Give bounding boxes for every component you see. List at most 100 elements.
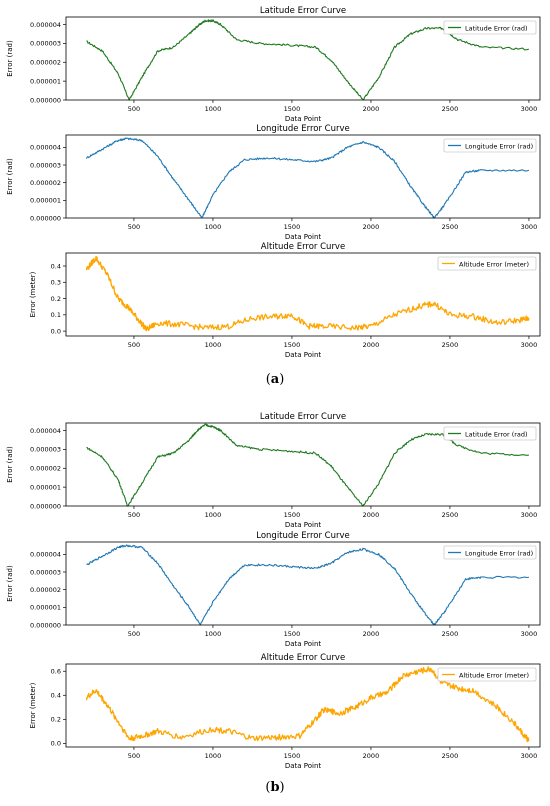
legend-box — [437, 667, 537, 682]
y-tick-label: 0.000002 — [30, 465, 61, 473]
x-tick-label: 1000 — [205, 752, 222, 760]
y-tick-label: 0.000003 — [30, 568, 61, 576]
chart-b-1: Latitude Error Curve Latitude Error (rad)… — [6, 412, 541, 529]
y-tick-label: 0.000004 — [30, 427, 61, 435]
y-tick-label: 0.000000 — [30, 96, 61, 104]
series-line — [85, 137, 530, 219]
x-tick-label: 2500 — [442, 223, 459, 231]
x-tick-label: 3000 — [521, 105, 538, 113]
x-tick-label: 2500 — [442, 341, 459, 349]
y-tick-label: 0.2 — [51, 295, 61, 303]
x-axis-label: Data Point — [285, 640, 322, 648]
x-axis-label: Data Point — [285, 351, 322, 359]
legend: Altitude Error (meter) — [437, 667, 537, 682]
legend-box — [443, 20, 537, 35]
y-tick-label: 0.000004 — [30, 144, 61, 152]
y-tick-label: 0.3 — [51, 279, 61, 287]
series-line — [85, 255, 530, 332]
x-tick-label: 2000 — [363, 511, 380, 519]
x-tick-label: 500 — [128, 752, 140, 760]
x-tick-label: 3000 — [521, 752, 538, 760]
y-axis-label: Error (rad) — [6, 40, 14, 77]
plot-frame — [65, 134, 541, 219]
x-tick-label: 2000 — [363, 752, 380, 760]
legend: Latitude Error (rad) — [443, 20, 537, 35]
plot-frame — [65, 252, 541, 337]
legend-label: Altitude Error (meter) — [459, 261, 529, 269]
caption-b-letter: b — [270, 780, 280, 795]
x-tick-label: 500 — [128, 511, 140, 519]
series-line — [86, 544, 529, 626]
legend-box — [443, 138, 537, 153]
chart-title: Latitude Error Curve — [260, 6, 346, 16]
chart-title: Longitude Error Curve — [256, 124, 349, 134]
x-tick-label: 2500 — [442, 630, 459, 638]
x-tick-label: 1500 — [284, 223, 301, 231]
chart-title: Altitude Error Curve — [261, 653, 345, 663]
chart-b-3: Altitude Error Curve Altitude Error (mete… — [29, 653, 541, 770]
x-tick-label: 500 — [128, 630, 140, 638]
x-tick-label: 3000 — [521, 630, 538, 638]
x-tick-label: 2000 — [363, 105, 380, 113]
plot-frame — [65, 16, 541, 101]
y-axis-label: Error (rad) — [6, 565, 14, 602]
x-tick-label: 2500 — [442, 105, 459, 113]
caption-a: (a) — [265, 372, 285, 387]
caption-a-letter: a — [270, 372, 280, 387]
legend-label: Longitude Error (rad) — [465, 550, 533, 558]
x-axis-label: Data Point — [285, 115, 322, 123]
x-tick-label: 1500 — [284, 341, 301, 349]
y-tick-label: 0.000001 — [30, 77, 61, 85]
y-tick-label: 0.000004 — [30, 21, 61, 29]
x-axis-label: Data Point — [285, 521, 322, 529]
y-axis-label: Error (meter) — [29, 271, 37, 317]
x-tick-label: 1500 — [284, 630, 301, 638]
x-tick-label: 2000 — [363, 630, 380, 638]
y-tick-label: 0.000000 — [30, 621, 61, 629]
x-tick-label: 2500 — [442, 511, 459, 519]
y-tick-label: 0.000000 — [30, 502, 61, 510]
x-tick-label: 500 — [128, 223, 140, 231]
x-tick-label: 1000 — [205, 223, 222, 231]
y-tick-label: 0.0 — [51, 740, 61, 748]
series-line — [85, 666, 530, 743]
y-tick-label: 0.0 — [51, 327, 61, 335]
x-axis-label: Data Point — [285, 233, 322, 241]
y-tick-label: 0.4 — [51, 262, 61, 270]
y-tick-label: 0.000000 — [30, 214, 61, 222]
x-tick-label: 3000 — [521, 341, 538, 349]
chart-a-2: Longitude Error Curve Longitude Error (ra… — [6, 124, 541, 241]
legend: Latitude Error (rad) — [443, 426, 537, 441]
chart-b-2: Longitude Error Curve Longitude Error (ra… — [6, 531, 541, 648]
y-tick-label: 0.000001 — [30, 483, 61, 491]
plot-frame — [65, 663, 541, 748]
legend-label: Longitude Error (rad) — [465, 143, 533, 151]
legend-label: Altitude Error (meter) — [459, 672, 529, 680]
legend: Altitude Error (meter) — [437, 256, 537, 271]
y-tick-label: 0.6 — [51, 668, 61, 676]
x-tick-label: 3000 — [521, 511, 538, 519]
x-tick-label: 1000 — [205, 630, 222, 638]
y-tick-label: 0.4 — [51, 692, 61, 700]
x-tick-label: 1000 — [205, 341, 222, 349]
y-tick-label: 0.000004 — [30, 551, 61, 559]
legend-label: Latitude Error (rad) — [465, 25, 528, 33]
x-tick-label: 1000 — [205, 105, 222, 113]
y-tick-label: 0.1 — [51, 311, 61, 319]
legend: Longitude Error (rad) — [443, 545, 537, 560]
y-tick-label: 0.000003 — [30, 40, 61, 48]
y-tick-label: 0.000001 — [30, 197, 61, 205]
series-line — [86, 423, 529, 507]
caption-b: (b) — [265, 780, 285, 795]
x-tick-label: 2500 — [442, 752, 459, 760]
legend-box — [443, 426, 537, 441]
x-tick-label: 1500 — [284, 752, 301, 760]
y-axis-label: Error (rad) — [6, 158, 14, 195]
x-axis-label: Data Point — [285, 762, 322, 770]
legend-box — [443, 545, 537, 560]
y-tick-label: 0.000002 — [30, 586, 61, 594]
x-tick-label: 1000 — [205, 511, 222, 519]
series-line — [86, 19, 530, 101]
x-tick-label: 3000 — [521, 223, 538, 231]
